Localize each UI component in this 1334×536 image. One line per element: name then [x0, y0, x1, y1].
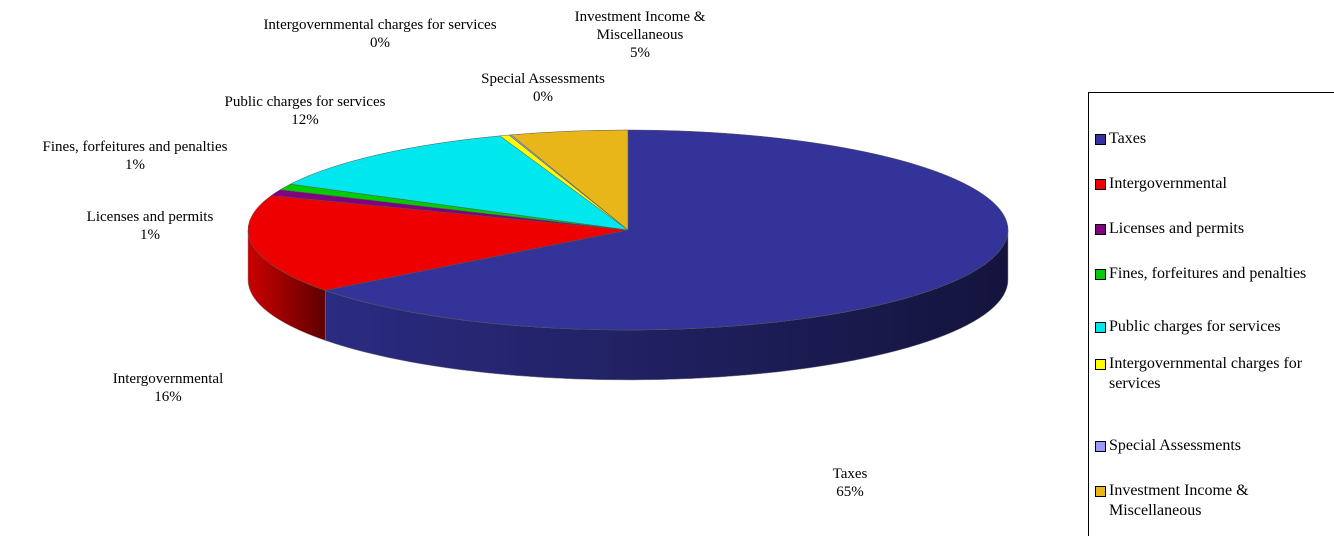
label-value: 1%: [124, 157, 145, 173]
data-label: Taxes 65%: [833, 465, 868, 501]
label-value: 16%: [154, 389, 182, 405]
legend-item: Licenses and permits: [1095, 219, 1333, 239]
legend-item: Fines, forfeitures and penalties: [1095, 264, 1333, 284]
legend-swatch: [1095, 269, 1106, 280]
data-label: Intergovernmental charges for services 0%: [250, 16, 510, 52]
data-label: Licenses and permits 1%: [87, 208, 214, 244]
legend-item: Special Assessments: [1095, 436, 1333, 456]
legend-label: Public charges for services: [1109, 318, 1281, 335]
legend-item: Intergovernmental: [1095, 174, 1333, 194]
label-value: 1%: [139, 227, 160, 243]
label-name: Licenses and permits: [86, 209, 214, 225]
legend-label: Intergovernmental charges for services: [1109, 355, 1303, 392]
legend-swatch: [1095, 441, 1106, 452]
data-label: Fines, forfeitures and penalties 1%: [43, 138, 228, 174]
legend-label: Investment Income & Miscellaneous: [1109, 482, 1249, 519]
legend-label: Intergovernmental: [1109, 175, 1227, 192]
legend-label: Licenses and permits: [1109, 220, 1245, 237]
label-value: 65%: [836, 484, 864, 500]
legend-item: Investment Income & Miscellaneous: [1095, 481, 1333, 521]
data-label: Investment Income & Miscellaneous 5%: [545, 8, 735, 62]
label-value: 0%: [533, 89, 553, 105]
legend-label: Taxes: [1109, 130, 1147, 147]
slice: [324, 129, 1009, 331]
legend-label: Special Assessments: [1109, 437, 1241, 454]
slice: [289, 135, 629, 231]
label-name: Special Assessments: [481, 71, 605, 87]
data-label: Intergovernmental 16%: [113, 370, 224, 406]
legend-swatch: [1095, 359, 1106, 370]
data-label: Public charges for services 12%: [225, 93, 386, 129]
label-name: Fines, forfeitures and penalties: [42, 139, 228, 155]
legend-swatch: [1095, 486, 1106, 497]
label-value: 5%: [630, 45, 650, 61]
legend-item: Intergovernmental charges for services: [1095, 354, 1333, 394]
legend-swatch: [1095, 134, 1106, 145]
data-label: Special Assessments 0%: [481, 70, 605, 106]
slice: [510, 129, 629, 231]
legend-swatch: [1095, 224, 1106, 235]
label-value: 12%: [291, 112, 319, 128]
slice: [247, 195, 629, 291]
legend-label: Fines, forfeitures and penalties: [1109, 265, 1307, 282]
label-name: Investment Income & Miscellaneous: [574, 9, 706, 43]
legend-swatch: [1095, 179, 1106, 190]
legend-item: Public charges for services: [1095, 317, 1333, 337]
legend-item: Taxes: [1095, 129, 1333, 149]
legend: Taxes Intergovernmental Licenses and permi…: [1088, 92, 1334, 536]
label-name: Taxes: [832, 466, 868, 482]
label-value: 0%: [370, 35, 390, 51]
legend-swatch: [1095, 322, 1106, 333]
label-name: Public charges for services: [224, 94, 386, 110]
label-name: Intergovernmental charges for services: [263, 17, 497, 33]
label-name: Intergovernmental: [112, 371, 224, 387]
